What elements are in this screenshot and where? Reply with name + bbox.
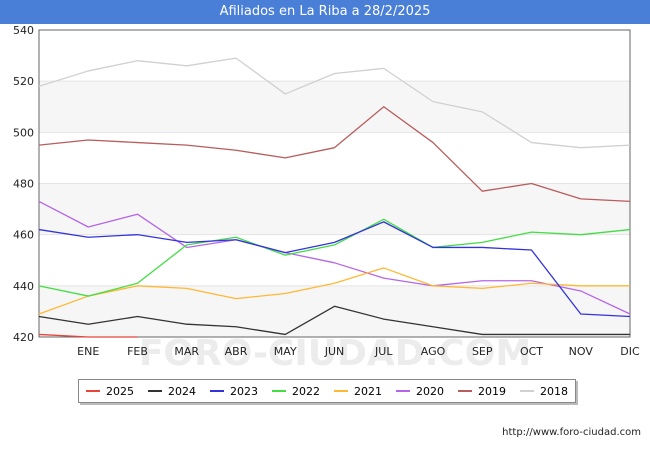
series-line-2021 <box>38 267 630 315</box>
series-line-2022 <box>38 218 631 297</box>
legend-swatch <box>396 390 410 392</box>
x-tick-label: JUN <box>324 345 345 358</box>
x-tick-label: JUL <box>374 345 393 358</box>
legend-item-2024: 2024 <box>148 385 196 398</box>
y-tick-label: 540 <box>13 24 34 37</box>
series-line-2025 <box>38 333 138 338</box>
legend-item-2020: 2020 <box>396 385 444 398</box>
x-tick-label: MAY <box>274 345 297 358</box>
y-tick-label: 480 <box>13 178 34 191</box>
x-tick-label: ABR <box>225 345 248 358</box>
y-tick-label: 460 <box>13 229 34 242</box>
legend-item-2025: 2025 <box>86 385 134 398</box>
x-axis-tick-labels: ENE FEB MAR ABR MAY JUN JUL AGO SEP OCT NOV DIC <box>77 345 640 358</box>
series-lines <box>38 57 631 338</box>
y-tick-label: 520 <box>13 75 34 88</box>
chart-title: Afiliados en La Riba a 28/2/2025 <box>0 0 650 24</box>
legend-swatch <box>458 390 472 392</box>
legend-item-2023: 2023 <box>210 385 258 398</box>
y-tick-label: 420 <box>13 331 34 344</box>
plot-band <box>39 183 630 235</box>
x-tick-label: ENE <box>77 345 99 358</box>
legend-label: 2018 <box>540 384 568 398</box>
legend-swatch <box>272 390 286 392</box>
legend-item-2021: 2021 <box>334 385 382 398</box>
legend-label: 2022 <box>292 384 320 398</box>
x-tick-label: FEB <box>127 345 148 358</box>
legend-label: 2024 <box>168 384 196 398</box>
legend-item-2019: 2019 <box>458 385 506 398</box>
series-line-2020 <box>38 200 631 315</box>
series-line-2024 <box>38 305 630 336</box>
series-line-2023 <box>38 221 631 318</box>
x-tick-label: SEP <box>472 345 493 358</box>
plot-band <box>39 81 630 133</box>
y-tick-label: 500 <box>13 126 34 139</box>
y-tick-label: 440 <box>13 280 34 293</box>
series-line-2018 <box>38 57 631 149</box>
legend-label: 2025 <box>106 384 134 398</box>
plot-band <box>39 30 630 82</box>
x-tick-label: DIC <box>620 345 640 358</box>
y-axis-tick-labels: 420 440 460 480 500 520 540 <box>13 24 34 344</box>
legend: 2025 2024 2023 2022 2021 2020 2019 2018 <box>78 379 576 403</box>
legend-label: 2020 <box>416 384 444 398</box>
legend-swatch <box>86 390 100 392</box>
source-credit: http://www.foro-ciudad.com <box>502 427 641 438</box>
legend-swatch <box>334 390 348 392</box>
legend-label: 2023 <box>230 384 258 398</box>
legend-swatch <box>148 390 162 392</box>
watermark: FORO-CIUDAD.COM <box>139 333 531 374</box>
legend-item-2022: 2022 <box>272 385 320 398</box>
x-tick-label: AGO <box>421 345 446 358</box>
legend-swatch <box>520 390 534 392</box>
x-tick-label: OCT <box>520 345 543 358</box>
legend-item-2018: 2018 <box>520 385 568 398</box>
legend-swatch <box>210 390 224 392</box>
plot-band <box>39 132 630 184</box>
legend-label: 2021 <box>354 384 382 398</box>
x-tick-label: NOV <box>569 345 594 358</box>
plot-band <box>39 285 630 337</box>
legend-label: 2019 <box>478 384 506 398</box>
series-line-2019 <box>38 106 631 203</box>
plot-background-bands <box>39 30 630 337</box>
x-tick-label: MAR <box>174 345 199 358</box>
plot-band <box>39 234 630 286</box>
plot-frame <box>38 29 631 338</box>
